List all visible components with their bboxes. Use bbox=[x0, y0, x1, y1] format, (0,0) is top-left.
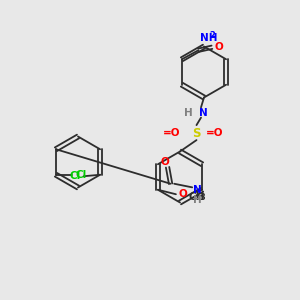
Text: 2: 2 bbox=[209, 31, 215, 40]
Text: S: S bbox=[192, 127, 201, 140]
Text: H: H bbox=[184, 107, 193, 118]
Text: O: O bbox=[161, 157, 170, 167]
Text: NH: NH bbox=[200, 33, 218, 43]
Text: Cl: Cl bbox=[69, 171, 81, 181]
Text: CH: CH bbox=[188, 192, 205, 202]
Text: 3: 3 bbox=[199, 194, 205, 202]
Text: =O: =O bbox=[163, 128, 180, 139]
Text: =O: =O bbox=[206, 128, 224, 139]
Text: N: N bbox=[200, 107, 208, 118]
Text: Cl: Cl bbox=[75, 170, 87, 180]
Text: N: N bbox=[193, 185, 202, 195]
Text: H: H bbox=[193, 195, 202, 205]
Text: O: O bbox=[178, 189, 187, 199]
Text: O: O bbox=[214, 42, 223, 52]
